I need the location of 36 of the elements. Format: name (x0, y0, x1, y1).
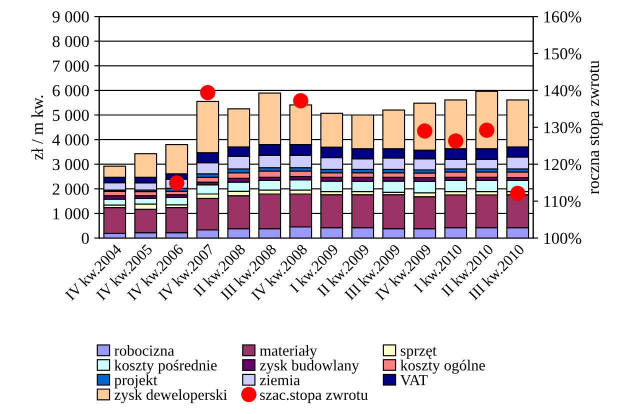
y2-tick-label: 100% (544, 232, 582, 244)
y-axis-title: zł / m kw. (31, 96, 44, 160)
legend-label: materiały (260, 345, 318, 359)
legend-label: projekt (114, 374, 158, 388)
y2-tick-label: 140% (544, 85, 582, 96)
legend-label: robocizna (114, 345, 174, 356)
y-tick-label: 0 (82, 232, 89, 244)
y-tick-label: 2 000 (52, 184, 89, 195)
y-tick-label: 4 000 (52, 134, 89, 146)
y2-tick-label: 150% (544, 48, 582, 60)
point (200, 84, 216, 100)
y-tick-label: 9 000 (52, 11, 89, 23)
y-tick-label: 7 000 (53, 60, 89, 72)
legend-label: VAT (400, 375, 428, 386)
y2-tick-label: 160% (544, 11, 582, 23)
legend-label: koszty pośrednie (114, 360, 217, 374)
y2-axis-title: roczna stopa zwrotu (590, 60, 602, 194)
point (448, 133, 464, 149)
point (479, 122, 494, 138)
y2-tick-label: 130% (544, 122, 582, 134)
legend-label: sprzęt (400, 347, 437, 359)
point (510, 186, 526, 202)
point (169, 175, 184, 191)
legend-label: koszty ogólne (400, 360, 485, 374)
y2-tick-label: 120% (544, 158, 582, 170)
legend-label: zysk budowlany (260, 360, 360, 374)
y-tick-label: 6 000 (52, 85, 89, 96)
legend-label: szac.stopa zwrotu (260, 391, 368, 404)
y-tick-label: 5 000 (52, 110, 89, 121)
legend-label: zysk deweloperski (114, 389, 228, 404)
y-tick-label: 8 000 (52, 36, 89, 48)
y2-tick-label: 110% (544, 196, 581, 208)
point (293, 93, 308, 108)
legend-label: ziemia (260, 375, 300, 386)
y-tick-label: 3 000 (52, 158, 89, 170)
y-tick-label: 1 000 (53, 208, 89, 220)
